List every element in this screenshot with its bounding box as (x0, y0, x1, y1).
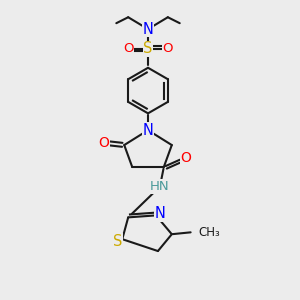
Text: N: N (142, 22, 154, 37)
Text: O: O (163, 42, 173, 56)
Text: S: S (112, 234, 122, 249)
Text: N: N (154, 206, 165, 221)
Text: O: O (123, 42, 134, 56)
Text: S: S (143, 41, 153, 56)
Text: HN: HN (150, 180, 170, 193)
Text: N: N (142, 123, 154, 138)
Text: O: O (180, 151, 191, 165)
Text: CH₃: CH₃ (199, 226, 220, 239)
Text: O: O (98, 136, 109, 150)
